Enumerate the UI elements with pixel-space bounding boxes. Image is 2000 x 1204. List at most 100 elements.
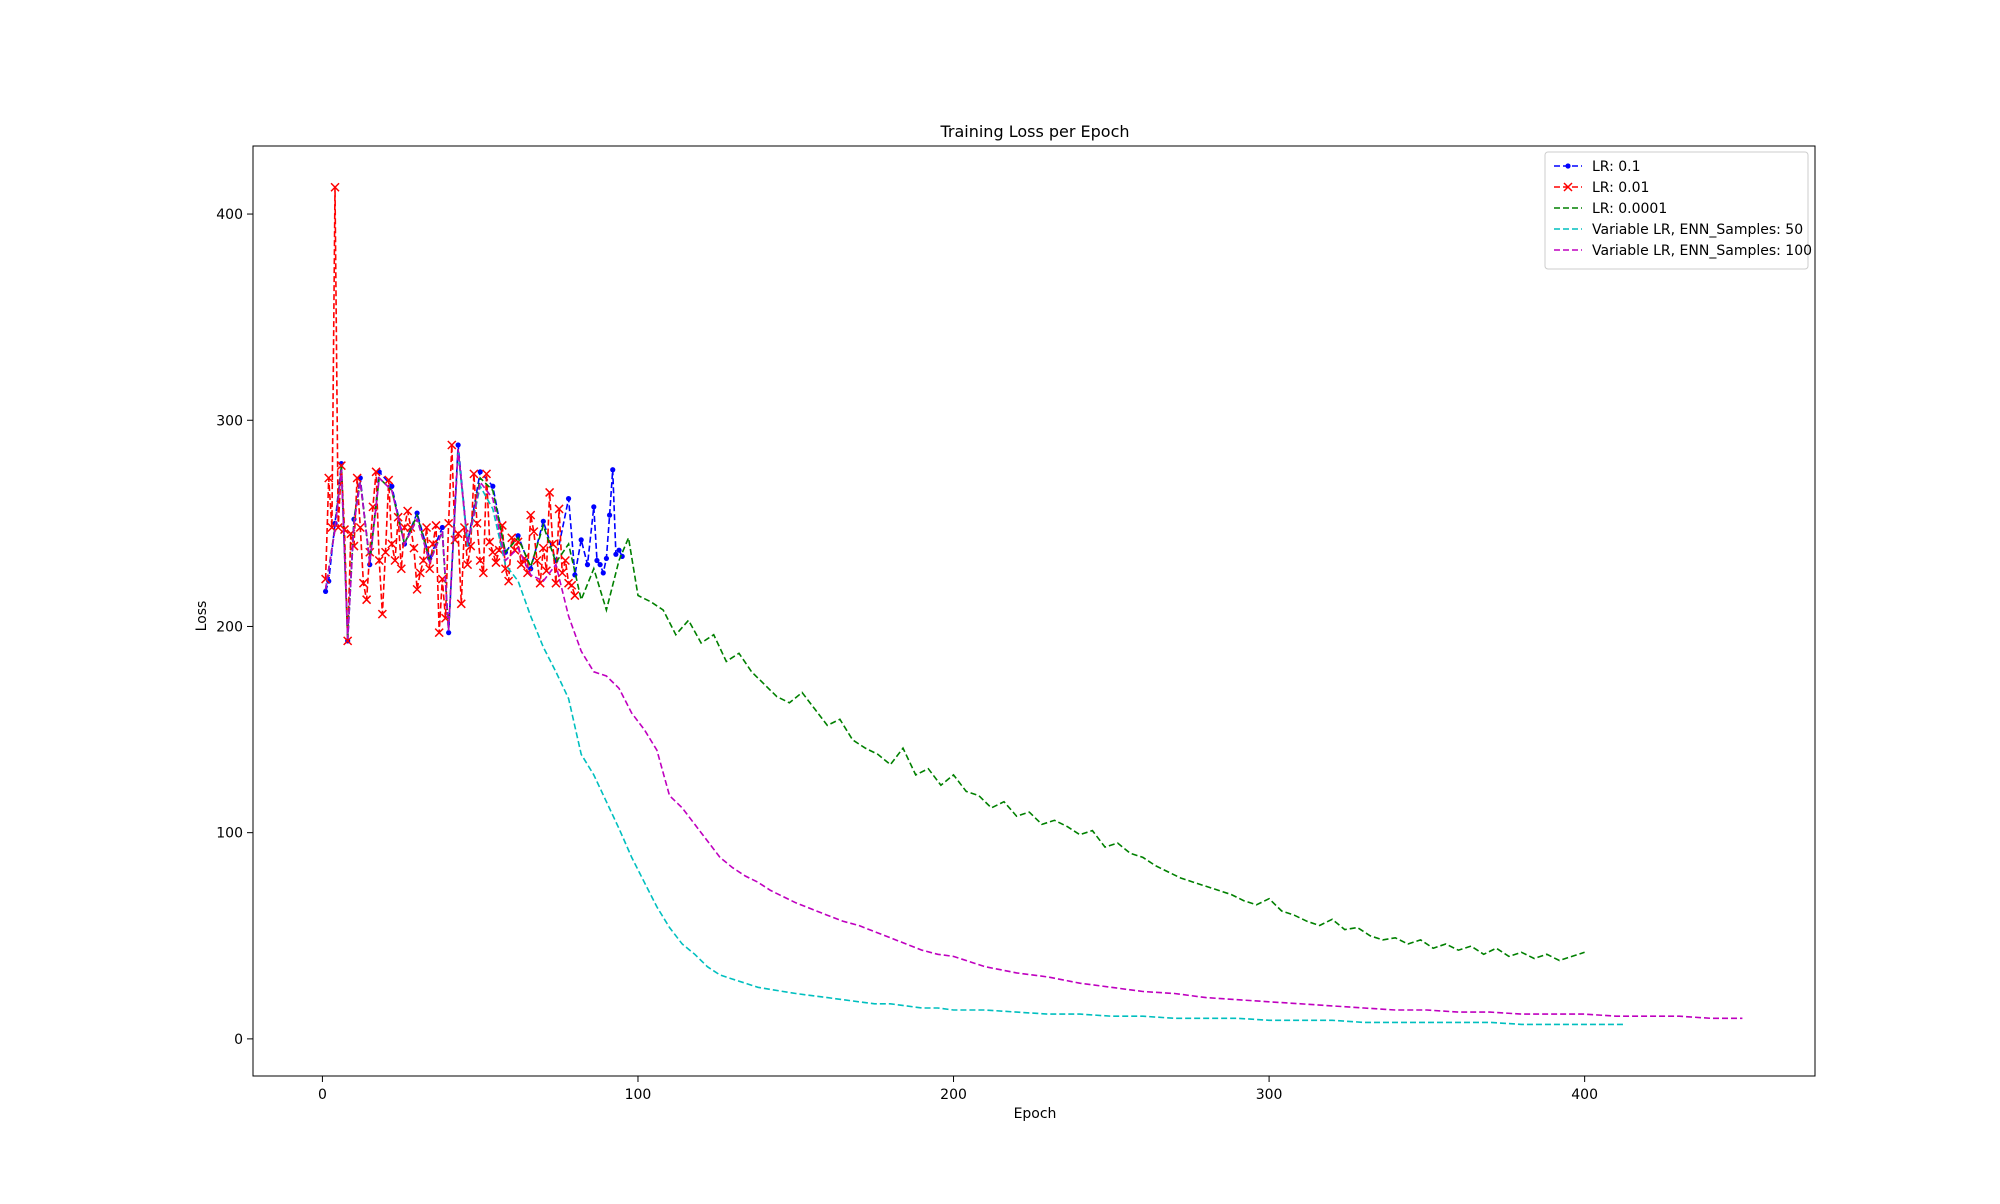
series-point: [1565, 163, 1571, 169]
series-point: [1563, 182, 1573, 192]
x-tick-label: 0: [318, 1087, 327, 1103]
series-point: [526, 510, 536, 520]
series-point: [478, 568, 488, 578]
series-point: [365, 547, 375, 557]
series-5: [324, 449, 1743, 1020]
series-point: [444, 518, 454, 528]
series-point: [516, 560, 526, 570]
series-point: [384, 475, 394, 485]
x-axis-label: Epoch: [1014, 1106, 1057, 1122]
series-point: [545, 487, 555, 497]
series-point: [500, 564, 510, 574]
series-point: [358, 578, 368, 588]
series-point: [412, 584, 422, 594]
series-point: [352, 473, 362, 483]
series-point: [403, 506, 413, 516]
series-point: [551, 578, 561, 588]
series-3: [324, 449, 1585, 962]
series-point: [450, 535, 460, 545]
series-point: [529, 527, 539, 537]
series-point: [594, 557, 600, 564]
series-point: [371, 467, 381, 477]
series-point: [600, 570, 606, 576]
series-point: [578, 537, 584, 543]
series-point: [409, 543, 419, 553]
series-point: [494, 545, 504, 555]
series-2: [321, 182, 580, 646]
legend-label: Variable LR, ENN_Samples: 100: [1592, 243, 1812, 259]
legend-label: LR: 0.1: [1592, 159, 1641, 175]
legend-label: LR: 0.0001: [1592, 201, 1667, 217]
legend-label: Variable LR, ENN_Samples: 50: [1592, 222, 1803, 238]
series-point: [431, 520, 441, 530]
series-point: [613, 551, 619, 557]
series-point: [390, 555, 400, 566]
series-point: [343, 636, 353, 646]
series-point: [439, 524, 445, 531]
series-point: [355, 522, 365, 533]
series-point: [597, 562, 603, 568]
series-point: [447, 440, 457, 450]
series-point: [560, 555, 570, 566]
series-point: [415, 568, 425, 578]
series-point: [616, 547, 622, 553]
series-point: [507, 533, 517, 543]
series-point: [456, 599, 466, 609]
series-point: [570, 591, 580, 601]
series-point: [377, 609, 387, 619]
series-point: [414, 510, 420, 516]
x-tick-label: 400: [1571, 1087, 1598, 1103]
series-point: [491, 558, 501, 568]
series-point: [557, 568, 567, 578]
series-point: [336, 461, 346, 471]
series-point: [554, 504, 564, 514]
series-point: [455, 442, 461, 448]
series-point: [488, 547, 498, 557]
series-point: [339, 525, 350, 535]
series-point: [475, 555, 485, 566]
y-tick-label: 0: [234, 1032, 243, 1048]
x-tick-label: 100: [625, 1087, 652, 1103]
legend-box: [1544, 151, 1809, 270]
series-point: [591, 504, 597, 510]
legend: LR: 0.1 LR: 0.01 LR: 0.0001 Variable LR, EN…: [1544, 151, 1812, 270]
series-point: [532, 555, 542, 566]
x-tick-label: 300: [1256, 1087, 1283, 1103]
y-tick-label: 300: [216, 413, 243, 429]
series-point: [603, 555, 610, 562]
series-line: [324, 449, 1585, 962]
series-point: [330, 182, 340, 192]
series-line: [324, 451, 1626, 1026]
series-point: [515, 533, 521, 539]
series-point: [322, 588, 329, 595]
series-point: [463, 560, 473, 570]
series-point: [477, 469, 483, 475]
series-line: [324, 187, 576, 641]
series-point: [490, 483, 496, 489]
y-tick-label: 100: [216, 826, 243, 842]
series-point: [497, 520, 507, 530]
y-tick-label: 400: [216, 207, 243, 223]
chart-title: Training Loss per Epoch: [939, 122, 1129, 141]
x-tick-label: 200: [940, 1087, 967, 1103]
plot-frame: [252, 145, 1816, 1077]
series-point: [396, 564, 406, 574]
series-point: [349, 541, 359, 551]
series-point: [472, 518, 482, 528]
series-point: [374, 555, 384, 566]
series-point: [389, 483, 395, 489]
series-point: [446, 630, 452, 636]
series-point: [606, 512, 613, 518]
series-4: [324, 451, 1626, 1026]
y-axis-label: Loss: [194, 601, 210, 632]
series-point: [418, 555, 428, 566]
series-point: [540, 518, 546, 524]
series-point: [422, 522, 432, 533]
series-point: [362, 595, 372, 605]
series-point: [381, 547, 391, 557]
series-point: [565, 496, 572, 502]
series-point: [485, 537, 495, 547]
legend-label: LR: 0.01: [1592, 180, 1649, 196]
